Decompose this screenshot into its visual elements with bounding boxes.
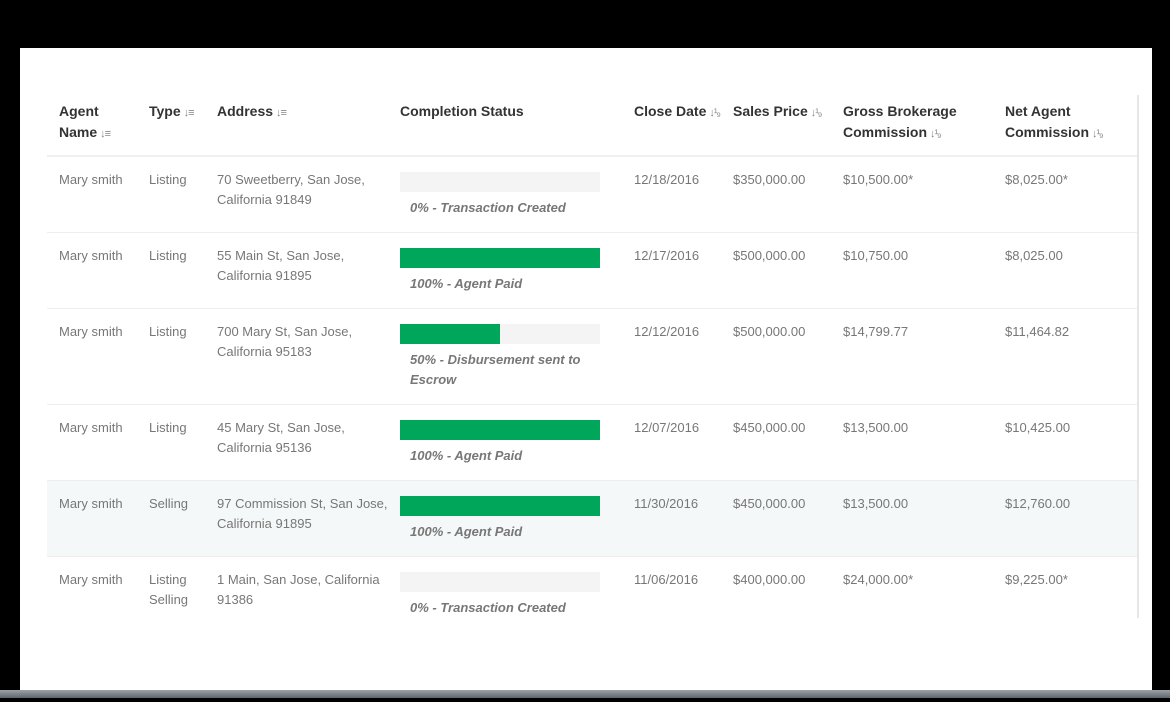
cell-sales-price: $500,000.00 [721,232,831,309]
table-row[interactable]: Mary smith Selling 97 Commission St, San J… [47,480,1137,557]
cell-type: Listing [137,308,205,405]
cell-sales-price: $450,000.00 [721,404,831,481]
cell-type: Selling [137,480,205,557]
status-text: 100% - Agent Paid [410,447,523,463]
cell-address: 70 Sweetberry, San Jose, California 9184… [205,156,388,233]
cell-gross-brokerage-commission: $13,500.00 [831,480,993,557]
window-bottom-edge [0,690,1170,698]
cell-close-date: 12/12/2016 [622,308,721,405]
progress-fill [400,419,600,440]
cell-completion-status: 100% - Agent Paid [388,480,622,557]
cell-address: 45 Mary St, San Jose, California 95136 [205,404,388,481]
cell-agent-name: Mary smith [47,556,137,618]
progress-fill [400,247,600,268]
column-header-label: Address [217,103,274,119]
column-header-label: Net Agent Commission [1005,103,1090,140]
cell-sales-price: $500,000.00 [721,308,831,405]
cell-type: Listing Selling [137,556,205,618]
column-header-label: Close Date [634,103,707,119]
cell-type: Listing [137,156,205,233]
column-header-close-date[interactable]: Close Date ↓¹₉ [622,95,721,157]
cell-agent-name: Mary smith [47,480,137,557]
column-header-sales-price[interactable]: Sales Price ↓¹₉ [721,95,831,157]
column-header-label: Gross Brokerage Commission [843,103,957,140]
cell-close-date: 12/18/2016 [622,156,721,233]
cell-address: 700 Mary St, San Jose, California 95183 [205,308,388,405]
cell-net-agent-commission: $8,025.00* [993,156,1137,233]
cell-sales-price: $450,000.00 [721,480,831,557]
cell-agent-name: Mary smith [47,232,137,309]
cell-address: 55 Main St, San Jose, California 91895 [205,232,388,309]
progress-bar [400,247,600,268]
table-row[interactable]: Mary smith Listing 45 Mary St, San Jose, C… [47,404,1137,481]
sort-alpha-icon[interactable]: ↓≡ [183,107,195,119]
cell-gross-brokerage-commission: $14,799.77 [831,308,993,405]
column-header-type[interactable]: Type ↓≡ [137,95,205,157]
table-row[interactable]: Mary smith Listing 70 Sweetberry, San Jose… [47,156,1137,233]
cell-completion-status: 0% - Transaction Created [388,556,622,618]
sort-numeric-icon[interactable]: ↓¹₉ [930,128,941,140]
sort-alpha-icon[interactable]: ↓≡ [100,128,111,140]
progress-fill [400,495,600,516]
sort-numeric-icon[interactable]: ↓¹₉ [709,107,720,119]
cell-gross-brokerage-commission: $10,500.00* [831,156,993,233]
cell-close-date: 12/07/2016 [622,404,721,481]
status-text: 100% - Agent Paid [410,275,523,291]
column-header-label: Completion Status [400,103,524,119]
status-text: 0% - Transaction Created [410,200,566,215]
content-panel: Agent Name ↓≡ Type ↓≡ Address ↓≡ Completion St… [20,48,1152,690]
cell-agent-name: Mary smith [47,156,137,233]
cell-gross-brokerage-commission: $13,500.00 [831,404,993,481]
table-row[interactable]: Mary smith Listing Selling 1 Main, San Jos… [47,556,1137,618]
column-header-label: Type [149,103,181,119]
table-row[interactable]: Mary smith Listing 700 Mary St, San Jose, … [47,308,1137,405]
status-text: 100% - Agent Paid [410,523,523,539]
progress-fill [400,323,500,344]
cell-type: Listing [137,404,205,481]
column-header-address[interactable]: Address ↓≡ [205,95,388,157]
column-header-agent-name[interactable]: Agent Name ↓≡ [47,95,137,157]
cell-gross-brokerage-commission: $10,750.00 [831,232,993,309]
transactions-table-container: Agent Name ↓≡ Type ↓≡ Address ↓≡ Completion St… [47,95,1139,618]
cell-agent-name: Mary smith [47,308,137,405]
cell-completion-status: 0% - Transaction Created [388,156,622,233]
cell-address: 97 Commission St, San Jose, California 9… [205,480,388,557]
cell-completion-status: 100% - Agent Paid [388,232,622,309]
cell-type: Listing [137,232,205,309]
progress-bar [400,419,600,440]
cell-close-date: 11/30/2016 [622,480,721,557]
cell-net-agent-commission: $9,225.00* [993,556,1137,618]
sort-numeric-icon[interactable]: ↓¹₉ [810,107,822,119]
status-text: 50% - Disbursement sent to Escrow [410,351,581,387]
cell-completion-status: 100% - Agent Paid [388,404,622,481]
cell-net-agent-commission: $10,425.00 [993,404,1137,481]
column-header-gross-brokerage-commission[interactable]: Gross Brokerage Commission ↓¹₉ [831,95,993,157]
cell-close-date: 11/06/2016 [622,556,721,618]
cell-net-agent-commission: $11,464.82 [993,308,1137,405]
sort-numeric-icon[interactable]: ↓¹₉ [1092,128,1103,140]
progress-bar [400,495,600,516]
cell-net-agent-commission: $8,025.00 [993,232,1137,309]
column-header-net-agent-commission[interactable]: Net Agent Commission ↓¹₉ [993,95,1137,157]
cell-address: 1 Main, San Jose, California 91386 [205,556,388,618]
column-header-completion-status: Completion Status [388,95,622,157]
cell-completion-status: 50% - Disbursement sent to Escrow [388,308,622,405]
cell-close-date: 12/17/2016 [622,232,721,309]
progress-bar [400,323,600,344]
cell-gross-brokerage-commission: $24,000.00* [831,556,993,618]
transactions-table: Agent Name ↓≡ Type ↓≡ Address ↓≡ Completion St… [47,95,1137,618]
progress-bar [400,172,600,192]
column-header-label: Sales Price [733,103,808,119]
status-text: 0% - Transaction Created [410,599,566,615]
table-row[interactable]: Mary smith Listing 55 Main St, San Jose, C… [47,232,1137,309]
cell-net-agent-commission: $12,760.00 [993,480,1137,557]
sort-alpha-icon[interactable]: ↓≡ [276,107,287,119]
progress-bar [400,571,600,592]
cell-sales-price: $400,000.00 [721,556,831,618]
cell-agent-name: Mary smith [47,404,137,481]
cell-sales-price: $350,000.00 [721,156,831,233]
column-header-label: Agent Name [59,103,99,140]
